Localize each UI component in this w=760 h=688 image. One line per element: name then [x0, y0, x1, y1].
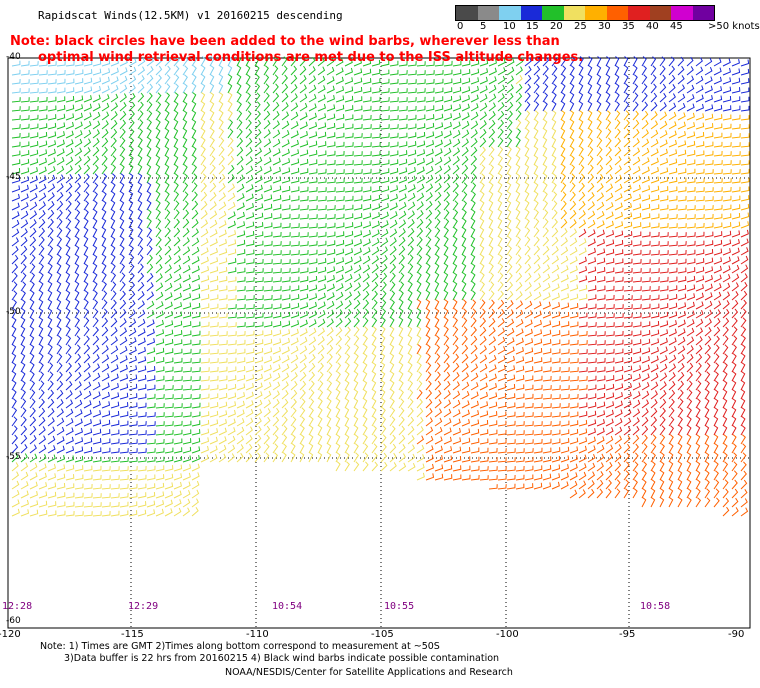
longitude-label: -100 [496, 629, 519, 640]
longitude-label: -120 [0, 629, 21, 640]
legend-label: >50 knots [708, 21, 760, 32]
legend-label: 0 [457, 21, 464, 32]
latitude-label: -55 [6, 452, 21, 462]
legend-label: 5 [480, 21, 487, 32]
credit-line: NOAA/NESDIS/Center for Satellite Applica… [225, 667, 513, 678]
latitude-label: -40 [6, 52, 21, 62]
map-frame [7, 57, 751, 629]
latitude-label: -50 [6, 307, 21, 317]
legend-swatch [499, 6, 521, 20]
legend-swatch [542, 6, 564, 20]
time-label: 12:29 [128, 601, 159, 612]
legend-swatch [563, 6, 585, 20]
footnote: Note: 1) Times are GMT 2)Times along bot… [40, 641, 499, 665]
longitude-label: -115 [121, 629, 144, 640]
warning-note-line-2: optimal wind retrieval conditions are me… [38, 50, 584, 65]
latitude-label: -60 [6, 616, 21, 626]
legend-swatch [606, 6, 628, 20]
legend-swatch [649, 6, 671, 20]
legend-swatch [477, 6, 499, 20]
speed-color-legend [455, 5, 715, 21]
time-label: 10:58 [640, 601, 671, 612]
legend-label: 15 [526, 21, 539, 32]
latitude-label: -45 [6, 172, 21, 182]
longitude-label: -110 [246, 629, 269, 640]
wind-barbs [11, 56, 750, 517]
legend-label: 30 [598, 21, 611, 32]
legend-label: 35 [622, 21, 635, 32]
map-title: Rapidscat Winds(12.5KM) v1 20160215 desc… [38, 9, 343, 22]
legend-swatch [671, 6, 693, 20]
legend-label: 20 [550, 21, 563, 32]
warning-note-line-1: Note: black circles have been added to t… [10, 34, 560, 49]
legend-swatch [692, 6, 714, 20]
legend-swatch [456, 6, 478, 20]
warning-note: Note: black circles have been added to t… [10, 34, 583, 66]
time-label: 10:54 [272, 601, 303, 612]
longitude-label: -90 [728, 629, 745, 640]
longitude-label: -105 [371, 629, 394, 640]
legend-label: 25 [574, 21, 587, 32]
legend-swatch [520, 6, 542, 20]
grid-lines [8, 58, 750, 628]
time-label: 10:55 [384, 601, 415, 612]
legend-label: 40 [646, 21, 659, 32]
longitude-label: -95 [619, 629, 636, 640]
time-label: 12:28 [2, 601, 33, 612]
legend-swatch [585, 6, 607, 20]
legend-swatch [628, 6, 650, 20]
footnote-line-2: 3)Data buffer is 22 hrs from 20160215 4)… [64, 653, 500, 664]
legend-label: 10 [503, 21, 516, 32]
footnote-line-1: Note: 1) Times are GMT 2)Times along bot… [40, 641, 440, 652]
legend-label: 45 [670, 21, 683, 32]
